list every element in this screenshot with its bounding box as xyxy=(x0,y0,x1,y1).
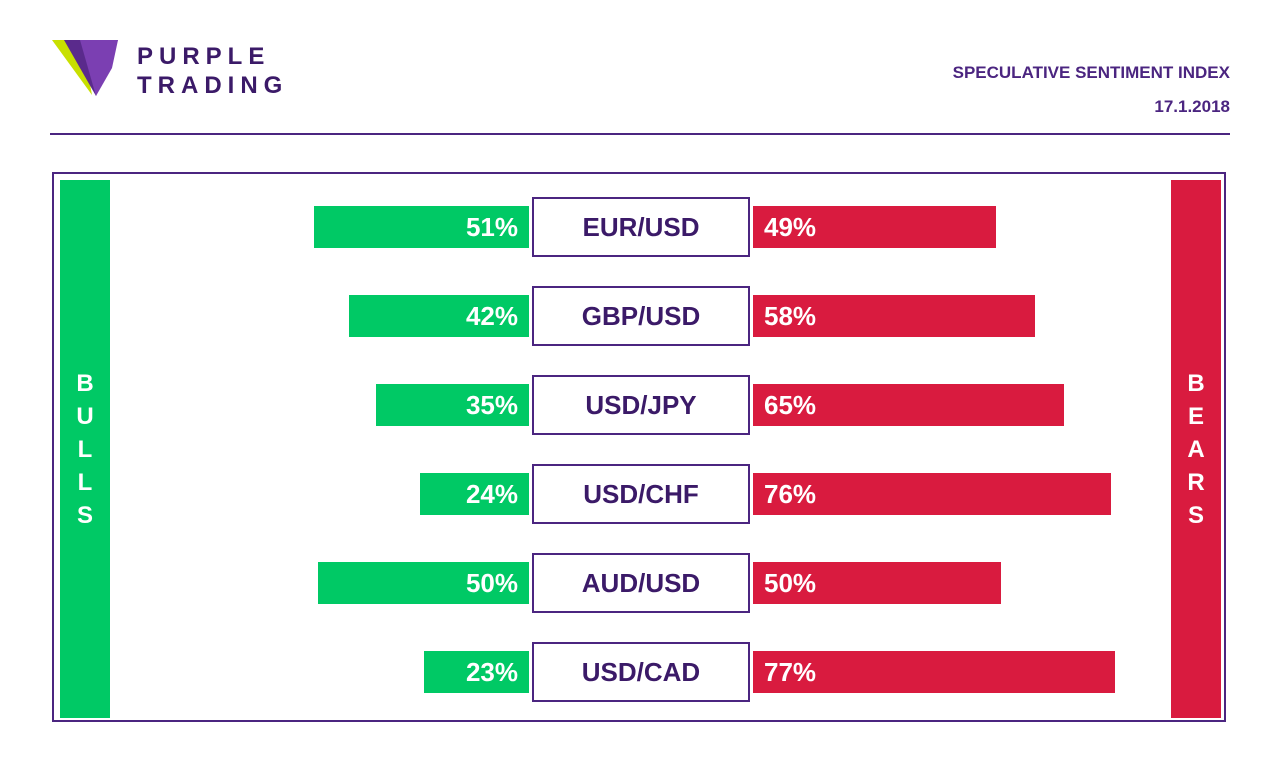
sentiment-row: 50% AUD/USD 50% xyxy=(0,553,1280,613)
bull-bar: 51% xyxy=(313,206,529,248)
sentiment-row: 42% GBP/USD 58% xyxy=(0,286,1280,346)
bear-bar: 58% xyxy=(753,295,1035,337)
brand-logo: PURPLE TRADING xyxy=(52,40,312,100)
chart-frame xyxy=(52,172,1226,722)
bulls-side-bar: BULLS xyxy=(60,180,110,718)
bears-side-bar: BEARS xyxy=(1171,180,1221,718)
report-header: SPECULATIVE SENTIMENT INDEX 17.1.2018 xyxy=(953,56,1230,124)
sentiment-row: 35% USD/JPY 65% xyxy=(0,375,1280,435)
sentiment-row: 51% EUR/USD 49% xyxy=(0,197,1280,257)
header-divider xyxy=(50,133,1230,135)
logo-mark-icon xyxy=(52,40,118,96)
sentiment-row: 23% USD/CAD 77% xyxy=(0,642,1280,702)
currency-pair-label: GBP/USD xyxy=(532,286,750,346)
bull-bar: 42% xyxy=(348,295,529,337)
brand-name: PURPLE TRADING xyxy=(137,42,288,100)
bear-bar: 77% xyxy=(753,651,1116,693)
brand-line-1: PURPLE xyxy=(137,43,271,70)
brand-line-2: TRADING xyxy=(137,72,289,99)
currency-pair-label: USD/CHF xyxy=(532,464,750,524)
bears-label: BEARS xyxy=(1187,369,1205,529)
bear-bar: 50% xyxy=(753,562,1001,604)
bull-bar: 24% xyxy=(419,473,529,515)
bull-bar: 23% xyxy=(423,651,529,693)
bull-bar: 35% xyxy=(376,384,529,426)
currency-pair-label: EUR/USD xyxy=(532,197,750,257)
bear-bar: 49% xyxy=(753,206,997,248)
currency-pair-label: USD/JPY xyxy=(532,375,750,435)
report-date: 17.1.2018 xyxy=(1154,97,1230,116)
currency-pair-label: USD/CAD xyxy=(532,642,750,702)
bulls-label: BULLS xyxy=(76,369,94,529)
currency-pair-label: AUD/USD xyxy=(532,553,750,613)
bear-bar: 65% xyxy=(753,384,1065,426)
report-title: SPECULATIVE SENTIMENT INDEX xyxy=(952,63,1230,82)
bull-bar: 50% xyxy=(317,562,529,604)
sentiment-row: 24% USD/CHF 76% xyxy=(0,464,1280,524)
bear-bar: 76% xyxy=(753,473,1111,515)
